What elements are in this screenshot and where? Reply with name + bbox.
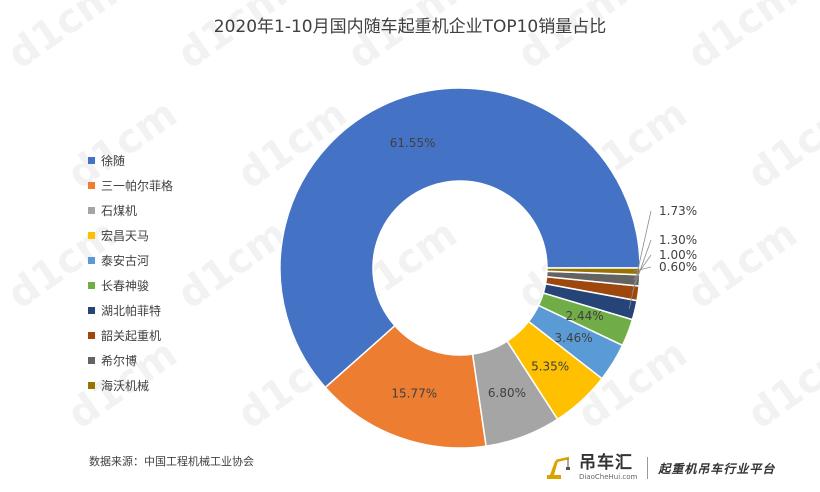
brand-domain: DiaoCheHui.com — [579, 473, 638, 481]
legend-item: 长春神骏 — [88, 273, 173, 298]
data-label: 3.46% — [555, 331, 593, 345]
leader-line — [633, 266, 652, 272]
legend-label: 徐随 — [101, 154, 126, 168]
legend-item: 三一帕尔菲格 — [88, 173, 173, 198]
legend-swatch — [88, 207, 95, 214]
legend-swatch — [88, 307, 95, 314]
legend-swatch — [88, 382, 95, 389]
source-note: 数据来源：中国工程机械工业协会 — [89, 455, 254, 468]
data-label: 15.77% — [391, 386, 437, 400]
legend-swatch — [88, 257, 95, 264]
donut-slice — [546, 267, 641, 276]
legend-item: 徐随 — [88, 148, 173, 173]
legend-label: 三一帕尔菲格 — [101, 179, 174, 193]
data-label: 61.55% — [390, 136, 436, 150]
legend-item: 宏昌天马 — [88, 223, 173, 248]
brand-slogan: 起重机吊车行业平台 — [658, 461, 776, 476]
data-label: 1.00% — [659, 248, 697, 262]
legend-label: 希尔博 — [101, 354, 138, 368]
legend-label: 韶关起重机 — [101, 329, 162, 343]
legend-swatch — [88, 182, 95, 189]
data-label: 2.44% — [566, 309, 604, 323]
data-labels: 61.55% 15.77% 6.80% 5.35% 3.46% 2.44% 1.73% 1.3… — [390, 136, 697, 400]
chart-legend: 徐随三一帕尔菲格 石煤机宏昌天马泰安古河长春神骏湖北帕菲特韶关起重机希尔博海沃机械 — [88, 148, 173, 398]
legend-swatch — [88, 232, 95, 239]
legend-item: 泰安古河 — [88, 248, 173, 273]
legend-swatch — [88, 332, 95, 339]
leader-line — [633, 254, 652, 281]
legend-label: 石煤机 — [101, 204, 138, 218]
legend-label: 泰安古河 — [101, 254, 150, 268]
data-label: 0.60% — [659, 260, 697, 274]
legend-swatch — [88, 357, 95, 364]
legend-label: 宏昌天马 — [101, 229, 150, 243]
data-label: 1.73% — [659, 204, 697, 218]
legend-item: 海沃机械 — [88, 373, 173, 398]
legend-item: 韶关起重机 — [88, 323, 173, 348]
legend-item: 希尔博 — [88, 348, 173, 373]
crane-logo-icon — [547, 456, 570, 479]
chart-title: 2020年1-10月国内随车起重机企业TOP10销量占比 — [213, 17, 607, 37]
legend-item: 石煤机 — [88, 198, 173, 223]
legend-label: 长春神骏 — [101, 279, 150, 293]
legend-label: 海沃机械 — [101, 379, 150, 393]
data-label: 6.80% — [488, 386, 526, 400]
legend-label: 湖北帕菲特 — [101, 304, 162, 318]
legend-item: 湖北帕菲特 — [88, 298, 173, 323]
data-label: 1.30% — [659, 233, 697, 247]
donut-slice — [279, 87, 641, 389]
legend-swatch — [88, 157, 95, 164]
leader-line — [631, 239, 652, 293]
label-leader-lines — [628, 210, 652, 309]
legend-swatch — [88, 282, 95, 289]
brand-footer: 吊车汇 DiaoCheHui.com 起重机吊车行业平台 — [545, 455, 775, 481]
brand-name: 吊车汇 — [579, 453, 633, 473]
data-label: 5.35% — [531, 359, 569, 373]
leader-line — [628, 210, 652, 309]
brand-divider — [647, 457, 649, 479]
donut-slices — [279, 87, 641, 449]
